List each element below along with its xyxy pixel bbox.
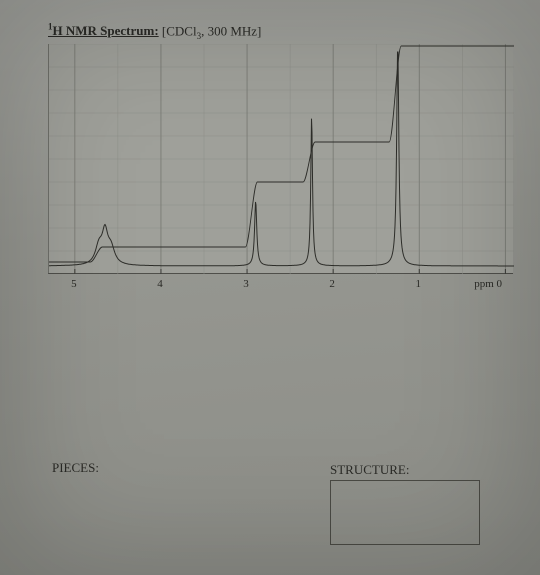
- spectrum-title: 1H NMR Spectrum: [CDCl3, 300 MHz]: [48, 22, 261, 41]
- x-axis-unit: ppm 0: [474, 278, 502, 290]
- x-tick-label: 2: [329, 278, 335, 290]
- x-tick-label: 4: [157, 278, 163, 290]
- title-cond-open: [CDCl: [159, 23, 197, 38]
- page-surface: 1H NMR Spectrum: [CDCl3, 300 MHz] 54321 …: [0, 0, 540, 575]
- x-tick-label: 3: [243, 278, 249, 290]
- x-axis-labels: 5 4 3 2 1: [48, 278, 513, 294]
- x-tick-label: 5: [71, 278, 77, 290]
- x-tick-label: 1: [416, 278, 422, 290]
- structure-label: STRUCTURE:: [330, 462, 409, 478]
- title-main: 1H NMR Spectrum:: [48, 23, 159, 38]
- nmr-chart-svg: [49, 44, 514, 274]
- nmr-chart: [48, 44, 513, 274]
- structure-box: [330, 480, 480, 545]
- pieces-label: PIECES:: [52, 460, 99, 476]
- title-cond-close: , 300 MHz]: [201, 23, 261, 38]
